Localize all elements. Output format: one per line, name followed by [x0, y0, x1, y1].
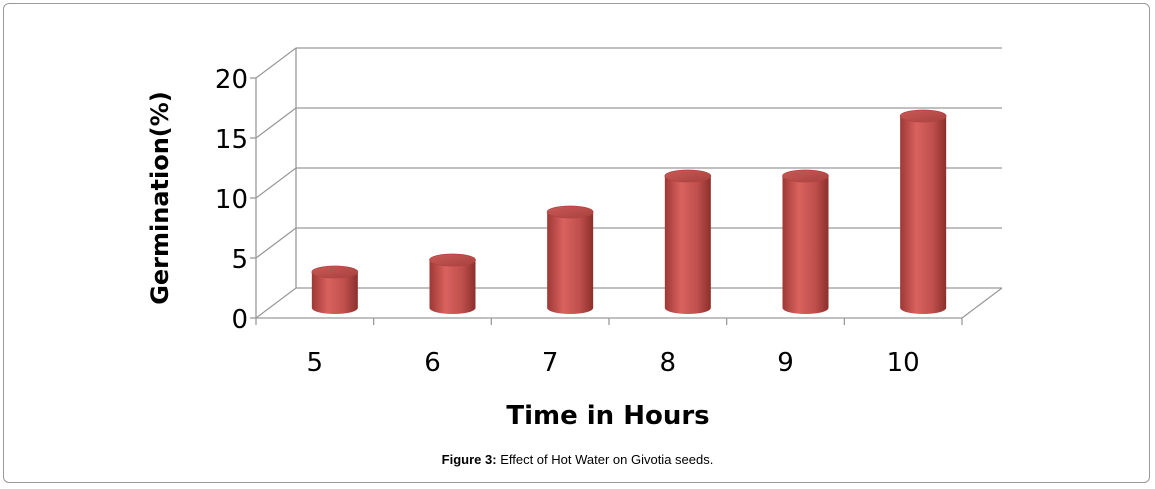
caption-label: Figure 3:	[441, 452, 497, 467]
x-tick-label: 7	[542, 348, 559, 378]
x-tick-label: 9	[777, 348, 794, 378]
grid-depth-line	[255, 167, 297, 199]
y-tick-label: 10	[215, 185, 248, 215]
floor-edge	[961, 287, 1003, 319]
bars-layer	[311, 109, 947, 314]
bar-9	[782, 176, 829, 314]
grid-layer	[250, 47, 1003, 325]
x-tick-label: 5	[307, 348, 324, 378]
grid-depth-line	[255, 287, 297, 319]
figure-caption: Figure 3: Effect of Hot Water on Givotia…	[0, 452, 1155, 467]
bar-top-8	[664, 169, 712, 183]
bar-top-7	[546, 205, 594, 219]
y-tick-label: 15	[215, 125, 248, 155]
bar-top-5	[311, 265, 359, 279]
caption-text: Effect of Hot Water on Givotia seeds.	[500, 452, 714, 467]
bar-8	[664, 176, 711, 314]
grid-depth-line	[255, 47, 297, 79]
bar-top-6	[429, 253, 476, 267]
bar-10	[900, 116, 947, 314]
y-axis-title: Germination(%)	[146, 91, 174, 305]
grid-depth-line	[255, 107, 297, 139]
bar-6	[429, 260, 476, 314]
bar-7	[547, 212, 594, 314]
x-tick-label: 6	[424, 348, 441, 378]
bar-5	[311, 272, 358, 314]
bar-top-9	[782, 169, 829, 183]
x-tick-label: 10	[887, 348, 920, 378]
labels-layer: 0 5 10 15 20 5 6 7 8 9 10	[215, 65, 920, 378]
y-tick-label: 20	[215, 65, 248, 95]
x-axis-title: Time in Hours	[506, 401, 709, 431]
bar-top-10	[899, 109, 947, 123]
y-tick-label: 5	[231, 245, 248, 275]
y-tick-label: 0	[231, 305, 248, 335]
grid-depth-line	[255, 227, 297, 259]
x-tick-label: 8	[660, 348, 677, 378]
